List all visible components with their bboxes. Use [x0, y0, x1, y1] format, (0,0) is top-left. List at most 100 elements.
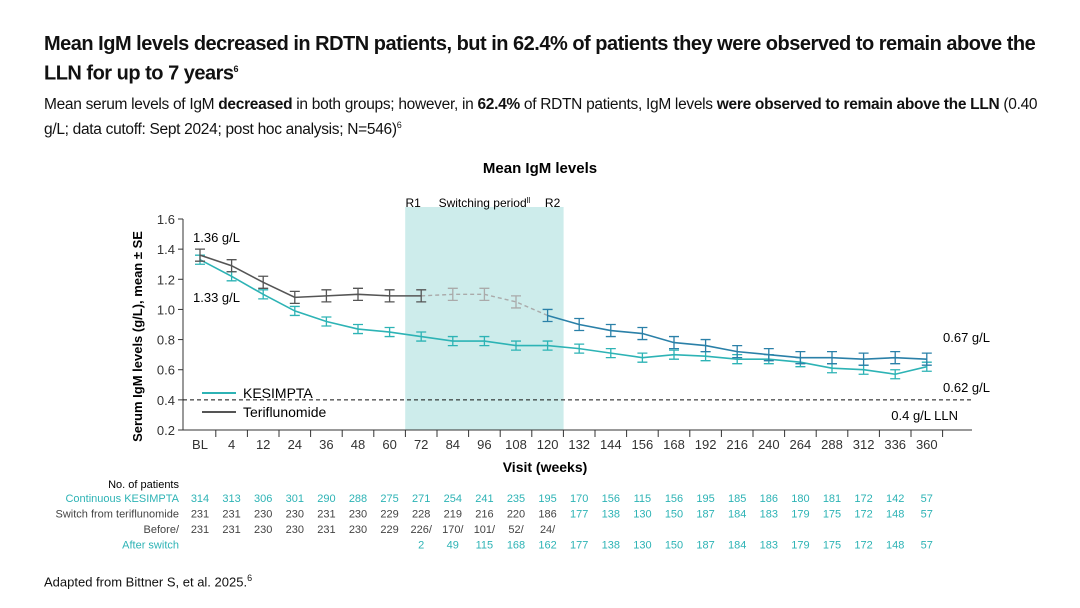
teriflunomide-point-errorbar — [321, 289, 332, 303]
table-cell: 57 — [921, 509, 933, 521]
table-cell: 183 — [760, 540, 778, 552]
teriflunomide-point-errorbar — [195, 248, 205, 262]
teriflunomide-point-errorbar — [732, 344, 743, 359]
legend-teriflunomide-label: Teriflunomide — [243, 404, 326, 420]
teriflunomide-point-errorbar — [637, 326, 648, 341]
table-cell: 181 — [823, 493, 841, 505]
table-cell: 231 — [191, 509, 209, 521]
table-cell: 142 — [886, 493, 904, 505]
table-cell: 172 — [854, 493, 872, 505]
start-teri-label: 1.36 g/L — [193, 230, 240, 245]
table-cell: 148 — [886, 540, 904, 552]
table-cell: 183 — [760, 509, 778, 521]
switching-period-label: Switching periodll — [439, 196, 531, 210]
table-cell: 49 — [447, 540, 459, 552]
table-cell: 115 — [476, 540, 494, 552]
table-row-label: Continuous KESIMPTA — [65, 493, 179, 505]
table-cell: 301 — [286, 493, 304, 505]
table-cell: 162 — [538, 540, 556, 552]
x-tick-label: 360 — [916, 437, 938, 452]
subtitle: Mean serum levels of IgM decreased in bo… — [44, 96, 1038, 139]
x-tick-label: 144 — [600, 437, 622, 452]
teriflunomide-point-errorbar — [226, 259, 237, 273]
table-cell: 228 — [412, 509, 430, 521]
table-cell: 231 — [222, 524, 240, 536]
x-tick-label: 336 — [884, 437, 906, 452]
switching-period-band — [405, 207, 564, 430]
table-cell: 156 — [602, 493, 620, 505]
table-cell: 219 — [444, 509, 462, 521]
table-cell: 230 — [286, 509, 304, 521]
table-cell: 172 — [854, 540, 872, 552]
table-cell: 288 — [349, 493, 367, 505]
table-cell: 230 — [349, 509, 367, 521]
table-cell: 175 — [823, 540, 841, 552]
teriflunomide-point-errorbar — [258, 275, 269, 289]
table-cell: 241 — [475, 493, 493, 505]
teriflunomide-point-errorbar — [511, 295, 521, 309]
table-cell: 168 — [507, 540, 525, 552]
r1-label: R1 — [406, 196, 422, 210]
table-cell: 101/ — [474, 524, 496, 536]
teriflunomide-point-errorbar — [542, 308, 553, 323]
y-tick-label: 1.4 — [157, 242, 175, 257]
table-cell: 231 — [317, 509, 335, 521]
table-cell: 195 — [696, 493, 714, 505]
table-cell: 24/ — [540, 524, 556, 536]
x-axis-title: Visit (weeks) — [503, 459, 588, 475]
table-cell: 226/ — [410, 524, 432, 536]
table-cell: 138 — [602, 509, 620, 521]
kesimpta-point-errorbar — [511, 340, 521, 351]
kesimpta-point-errorbar — [416, 331, 427, 342]
teriflunomide-point-errorbar — [763, 347, 774, 362]
x-tick-label: 120 — [537, 437, 559, 452]
x-tick-label: 288 — [821, 437, 843, 452]
kesimpta-point-errorbar — [574, 343, 585, 354]
table-cell: 115 — [634, 493, 652, 505]
teriflunomide-point-errorbar — [827, 350, 837, 365]
x-tick-label: 48 — [351, 437, 365, 452]
teriflunomide-point-errorbar — [858, 352, 869, 366]
x-tick-label: 216 — [726, 437, 748, 452]
y-tick-label: 1.0 — [157, 302, 175, 317]
legend-kesimpta-label: KESIMPTA — [243, 385, 313, 401]
x-tick-label: 156 — [632, 437, 654, 452]
table-cell: 186 — [760, 493, 778, 505]
table-cell: 254 — [444, 493, 462, 505]
table-cell: 187 — [696, 509, 714, 521]
table-cell: 290 — [317, 493, 335, 505]
y-tick-label: 0.4 — [157, 393, 175, 408]
y-tick-label: 0.8 — [157, 333, 175, 348]
table-cell: 185 — [728, 493, 746, 505]
table-row-label: After switch — [122, 540, 179, 552]
table-cell: 306 — [254, 493, 272, 505]
footnote: Adapted from Bittner S, et al. 2025.6 — [44, 573, 253, 590]
table-cell: 179 — [791, 540, 809, 552]
table-cell: 52/ — [508, 524, 524, 536]
teriflunomide-point-errorbar — [795, 350, 806, 365]
kesimpta-point-errorbar — [384, 326, 395, 338]
kesimpta-point-errorbar — [353, 323, 363, 335]
table-cell: 156 — [665, 493, 683, 505]
y-tick-label: 1.6 — [157, 212, 175, 227]
table-row-label: Switch from teriflunomide — [56, 509, 180, 521]
teriflunomide-point-errorbar — [669, 335, 679, 350]
table-cell: 229 — [380, 509, 398, 521]
table-cell: 130 — [633, 509, 651, 521]
table-cell: 184 — [728, 540, 746, 552]
teriflunomide-point-errorbar — [605, 323, 616, 338]
table-cell: 235 — [507, 493, 525, 505]
table-cell: 2 — [418, 540, 424, 552]
teriflunomide-point-errorbar — [700, 338, 711, 353]
y-tick-label: 0.2 — [157, 423, 175, 438]
table-cell: 57 — [921, 540, 933, 552]
table-cell: 230 — [286, 524, 304, 536]
kesimpta-point-errorbar — [479, 335, 490, 347]
table-cell: 229 — [380, 524, 398, 536]
table-cell: 187 — [696, 540, 714, 552]
x-tick-label: 168 — [663, 437, 685, 452]
x-tick-label: 264 — [790, 437, 812, 452]
table-cell: 230 — [254, 524, 272, 536]
table-row-label: Before/ — [144, 524, 180, 536]
table-cell: 314 — [191, 493, 209, 505]
